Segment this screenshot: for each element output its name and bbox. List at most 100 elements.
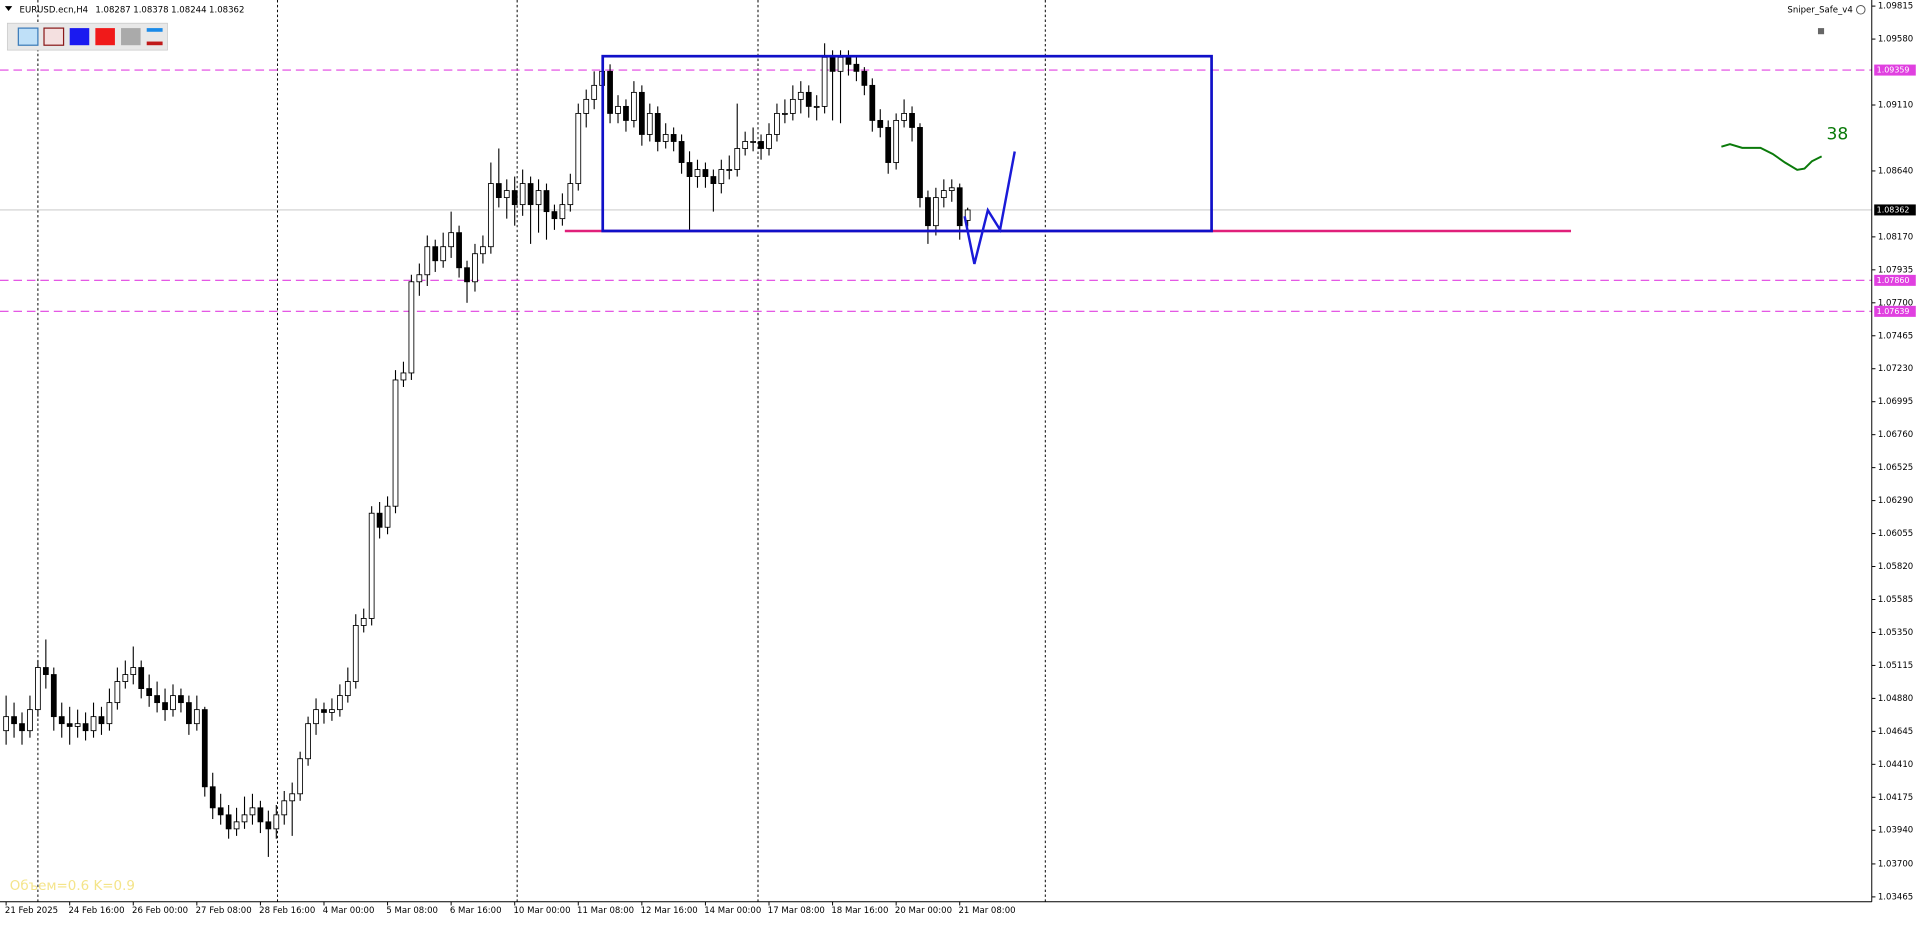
candle-body bbox=[893, 120, 900, 163]
low-value: 1.08244 bbox=[171, 5, 206, 15]
candle-body bbox=[623, 105, 629, 121]
y-tick-label: 1.09815 bbox=[1878, 2, 1913, 12]
candle-body bbox=[146, 688, 153, 697]
candle-body bbox=[813, 105, 820, 108]
candle-body bbox=[257, 807, 264, 823]
candle-body bbox=[162, 702, 168, 711]
axis-labels: 1.09815 1.09580 1.09110 1.08640 1.08170 1.079… bbox=[5, 2, 1916, 916]
x-tick-label: 26 Feb 00:00 bbox=[132, 906, 188, 916]
level-label: 1.07639 bbox=[1877, 307, 1910, 316]
candle-body bbox=[416, 274, 423, 283]
toolbar bbox=[6, 22, 168, 51]
button-gray[interactable] bbox=[121, 28, 141, 46]
x-tick-label: 17 Mar 08:00 bbox=[768, 906, 825, 916]
y-tick-label: 1.07465 bbox=[1878, 331, 1913, 341]
y-tick-label: 1.05350 bbox=[1878, 628, 1913, 638]
candle-body bbox=[424, 246, 431, 276]
candle-body bbox=[575, 112, 582, 184]
candle-body bbox=[35, 667, 41, 711]
candle-body bbox=[384, 505, 391, 528]
candle-body bbox=[678, 141, 685, 163]
y-tick-label: 1.07230 bbox=[1878, 364, 1913, 374]
candle-body bbox=[352, 625, 359, 682]
candle-body bbox=[845, 56, 852, 65]
open-value: 1.08287 bbox=[95, 5, 130, 15]
x-tick-label: 5 Mar 08:00 bbox=[386, 906, 438, 916]
candle-body bbox=[281, 800, 288, 816]
y-tick-label: 1.04645 bbox=[1878, 727, 1913, 737]
candle-body bbox=[50, 674, 57, 718]
candle-body bbox=[615, 105, 621, 114]
candle-body bbox=[90, 716, 97, 732]
y-tick-label: 1.08640 bbox=[1878, 166, 1913, 176]
candle-body bbox=[487, 183, 494, 248]
level-label: 1.09359 bbox=[1877, 66, 1910, 75]
button-red[interactable] bbox=[95, 28, 115, 46]
level-label-bg bbox=[1874, 305, 1916, 317]
candle-body bbox=[233, 821, 240, 830]
current-price-label: 1.08362 bbox=[1877, 205, 1910, 214]
indicator-settings-icon[interactable] bbox=[1855, 5, 1866, 15]
candle-body bbox=[670, 134, 677, 142]
y-tick-label: 1.04410 bbox=[1878, 760, 1913, 770]
period-separators bbox=[37, 0, 1046, 902]
projection-line bbox=[963, 151, 1016, 265]
button-line-red[interactable] bbox=[146, 41, 163, 46]
candle-body bbox=[853, 63, 860, 72]
candle-body bbox=[861, 70, 868, 86]
candle-body bbox=[638, 91, 645, 135]
candle-body bbox=[368, 512, 375, 619]
candle-body bbox=[313, 709, 319, 725]
button-rect-red[interactable] bbox=[43, 27, 65, 46]
candle-body bbox=[543, 190, 550, 213]
candle-body bbox=[3, 716, 9, 732]
candle-body bbox=[273, 814, 280, 830]
candle-body bbox=[567, 183, 574, 206]
candle-body bbox=[933, 197, 939, 227]
candle-body bbox=[702, 169, 709, 177]
candle-body bbox=[19, 723, 25, 732]
candle-body bbox=[535, 190, 542, 206]
candle-body bbox=[591, 84, 598, 100]
candle-body bbox=[774, 112, 780, 135]
y-tick-label: 1.05820 bbox=[1878, 562, 1913, 572]
candle-body bbox=[742, 141, 749, 149]
candle-body bbox=[686, 162, 693, 177]
x-tick-label: 4 Mar 00:00 bbox=[323, 906, 375, 916]
y-tick-label: 1.06525 bbox=[1878, 463, 1913, 473]
candle-body bbox=[527, 183, 534, 206]
button-blue[interactable] bbox=[69, 28, 90, 46]
candle-body bbox=[98, 716, 105, 725]
candle-body bbox=[448, 232, 455, 248]
candle-body bbox=[297, 758, 304, 795]
candle-body bbox=[646, 112, 653, 135]
candle-body bbox=[766, 134, 772, 149]
y-tick-label: 1.05585 bbox=[1878, 595, 1913, 605]
y-tick-label: 1.04880 bbox=[1878, 694, 1913, 704]
level-label-bg bbox=[1874, 274, 1916, 286]
x-tick-label: 24 Feb 16:00 bbox=[68, 906, 124, 916]
current-price-bg bbox=[1874, 204, 1916, 216]
candle-body bbox=[837, 56, 844, 72]
candle-body bbox=[480, 246, 486, 255]
button-rect-light[interactable] bbox=[17, 27, 39, 46]
menu-triangle[interactable] bbox=[4, 6, 13, 11]
candle-body bbox=[66, 723, 73, 727]
candle-body bbox=[797, 91, 804, 100]
level-label: 1.07860 bbox=[1877, 276, 1910, 285]
candle-body bbox=[750, 141, 756, 143]
button-line-blue[interactable] bbox=[146, 28, 163, 32]
candle-body bbox=[130, 667, 137, 675]
candle-body bbox=[114, 681, 121, 704]
indicator-value: 38 bbox=[1827, 124, 1849, 144]
candle-body bbox=[249, 807, 256, 816]
symbol-title: EURUSD.ecn,H4 bbox=[20, 5, 89, 15]
x-tick-label: 6 Mar 16:00 bbox=[450, 906, 502, 916]
candle-body bbox=[440, 246, 447, 262]
x-tick-label: 21 Feb 2025 bbox=[5, 906, 58, 916]
candle-body bbox=[106, 702, 113, 725]
y-tick-label: 1.04175 bbox=[1878, 793, 1913, 803]
candle-body bbox=[726, 169, 733, 171]
